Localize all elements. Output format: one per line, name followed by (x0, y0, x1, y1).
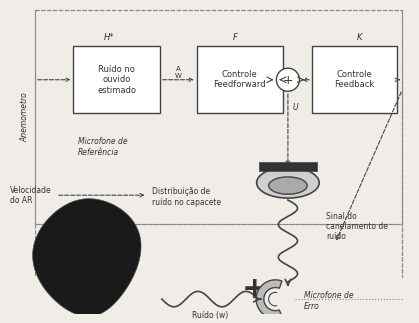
Ellipse shape (269, 177, 307, 194)
Text: A
W: A W (175, 66, 182, 78)
Text: K: K (356, 33, 362, 42)
Text: Microfone de
Referência: Microfone de Referência (78, 138, 128, 157)
Text: Controle
Feedforward: Controle Feedforward (214, 70, 266, 89)
Text: +: + (241, 275, 267, 304)
Bar (259, 162, 317, 171)
Bar (197, 46, 283, 113)
Text: Sinal do
canelamento de
ruído: Sinal do canelamento de ruído (326, 212, 388, 241)
Text: F: F (233, 33, 238, 42)
Polygon shape (256, 280, 282, 318)
Ellipse shape (257, 167, 319, 198)
Text: Anemometro: Anemometro (21, 92, 30, 142)
Text: Ruído no
ouvido
estimado: Ruído no ouvido estimado (97, 65, 136, 95)
Bar (35, 10, 402, 224)
Text: Distribuição de
ruído no capacete: Distribuição de ruído no capacete (152, 187, 221, 207)
Text: Controle
Feedback: Controle Feedback (334, 70, 375, 89)
Text: Ruído (w): Ruído (w) (192, 311, 228, 320)
Bar (73, 46, 160, 113)
Text: U: U (293, 103, 298, 112)
Text: Microfone de
Erro: Microfone de Erro (304, 291, 354, 311)
Bar (312, 46, 397, 113)
Text: H*: H* (104, 33, 114, 42)
Polygon shape (33, 199, 141, 317)
Circle shape (277, 68, 300, 91)
Text: Velocidade
do AR: Velocidade do AR (10, 186, 52, 205)
Text: +: + (282, 74, 293, 87)
